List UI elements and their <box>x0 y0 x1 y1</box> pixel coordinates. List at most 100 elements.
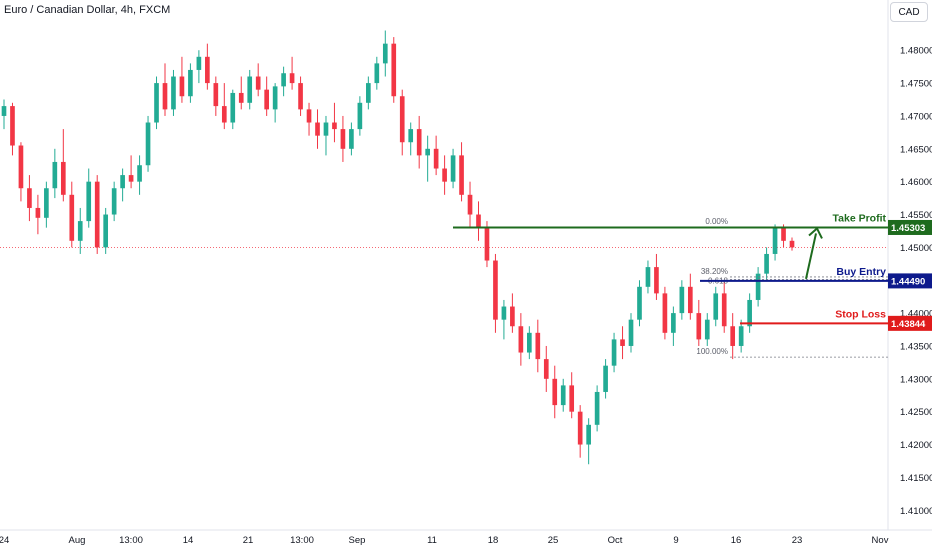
candle-body <box>510 306 515 327</box>
candle-body <box>145 122 151 166</box>
candle-body <box>349 129 354 149</box>
candle-body <box>433 148 439 169</box>
candle-body <box>467 194 473 215</box>
candle-body <box>476 214 481 228</box>
candle-body <box>120 175 125 189</box>
currency-button[interactable]: CAD <box>890 2 928 22</box>
candle-body <box>323 122 329 136</box>
candle-body <box>86 181 92 222</box>
candle-body <box>594 391 600 425</box>
y-tick-label: 1.46500 <box>900 144 932 155</box>
x-tick-label: Sep <box>349 535 366 546</box>
x-tick-label: Nov <box>872 535 889 546</box>
level-label: Buy Entry <box>836 266 886 278</box>
chart-title: Euro / Canadian Dollar, 4h, FXCM <box>4 4 171 16</box>
candle-body <box>188 69 193 97</box>
candle-body <box>755 273 761 300</box>
candle-body <box>213 83 219 107</box>
candle-body <box>738 326 744 346</box>
candle-body <box>94 181 100 248</box>
x-tick-label: 14 <box>183 535 194 546</box>
candle-body <box>137 165 142 182</box>
candle-body <box>179 76 185 97</box>
candle-body <box>128 175 134 182</box>
candle-body <box>611 339 617 366</box>
y-tick-label: 1.45000 <box>900 243 932 254</box>
candle-body <box>399 96 405 143</box>
candle-body <box>560 385 566 406</box>
candle-body <box>60 161 66 195</box>
candle-body <box>518 326 524 353</box>
y-tick-label: 1.47500 <box>900 79 932 90</box>
candle-body <box>577 411 583 445</box>
candle-body <box>103 214 109 248</box>
candle-body <box>18 145 24 189</box>
x-tick-label: 21 <box>243 535 254 546</box>
target-arrow-head <box>808 226 823 239</box>
y-tick-label: 1.41500 <box>900 473 932 484</box>
candle-body <box>171 76 176 110</box>
candle-body <box>10 106 15 146</box>
candle-body <box>450 155 456 182</box>
x-tick-label: 13:00 <box>290 535 314 546</box>
candle-body <box>162 83 168 110</box>
candle-body <box>272 86 278 110</box>
candle-body <box>543 359 549 379</box>
candle-body <box>416 129 422 156</box>
candle-body <box>238 92 244 103</box>
candle-body <box>27 188 32 208</box>
candle-body <box>679 286 685 314</box>
candle-body <box>730 326 736 346</box>
candle-body <box>569 385 575 412</box>
candle-body <box>69 194 75 241</box>
candle-body <box>772 227 778 254</box>
candle-body <box>781 227 786 241</box>
x-tick-label: Oct <box>608 535 623 546</box>
x-tick-label: 13:00 <box>119 535 143 546</box>
price-tag <box>888 315 932 331</box>
x-tick-label: 16 <box>731 535 742 546</box>
candle-body <box>357 102 363 130</box>
y-tick-label: 1.43000 <box>900 374 932 385</box>
x-tick-label: 25 <box>548 535 559 546</box>
candle-body <box>535 332 541 360</box>
candle-body <box>221 106 227 123</box>
candle-body <box>281 73 286 87</box>
candle-body <box>662 293 668 333</box>
y-tick-label: 1.42000 <box>900 440 932 451</box>
candle-body <box>247 76 253 103</box>
target-arrow-shaft <box>805 233 817 280</box>
candle-body <box>603 365 608 392</box>
candle-body <box>205 56 210 84</box>
x-tick-label: Aug <box>69 535 86 546</box>
candle-body <box>586 424 591 445</box>
candle-body <box>637 286 642 320</box>
x-tick-label: 24 <box>0 535 9 546</box>
candle-body <box>484 227 490 261</box>
candle-body <box>671 313 676 333</box>
y-tick-label: 1.48000 <box>900 46 932 57</box>
candle-body <box>764 253 769 274</box>
candle-body <box>696 313 702 340</box>
candle-body <box>366 83 371 103</box>
y-tick-label: 1.46000 <box>900 177 932 188</box>
x-tick-label: 11 <box>427 535 437 546</box>
fib-label: 100.00% <box>696 347 728 356</box>
candle-body <box>289 73 295 84</box>
candle-body <box>747 299 752 327</box>
candle-body <box>44 188 49 218</box>
candle-body <box>332 122 337 130</box>
candle-body <box>255 76 261 90</box>
candle-body <box>721 293 727 327</box>
candle-body <box>552 378 558 406</box>
candle-body <box>196 56 202 70</box>
candle-body <box>408 129 414 143</box>
candle-body <box>77 221 83 241</box>
candle-body <box>527 332 532 353</box>
level-label: Take Profit <box>833 212 887 224</box>
candle-body <box>230 92 236 123</box>
candle-body <box>459 155 464 195</box>
candle-body <box>306 109 312 123</box>
